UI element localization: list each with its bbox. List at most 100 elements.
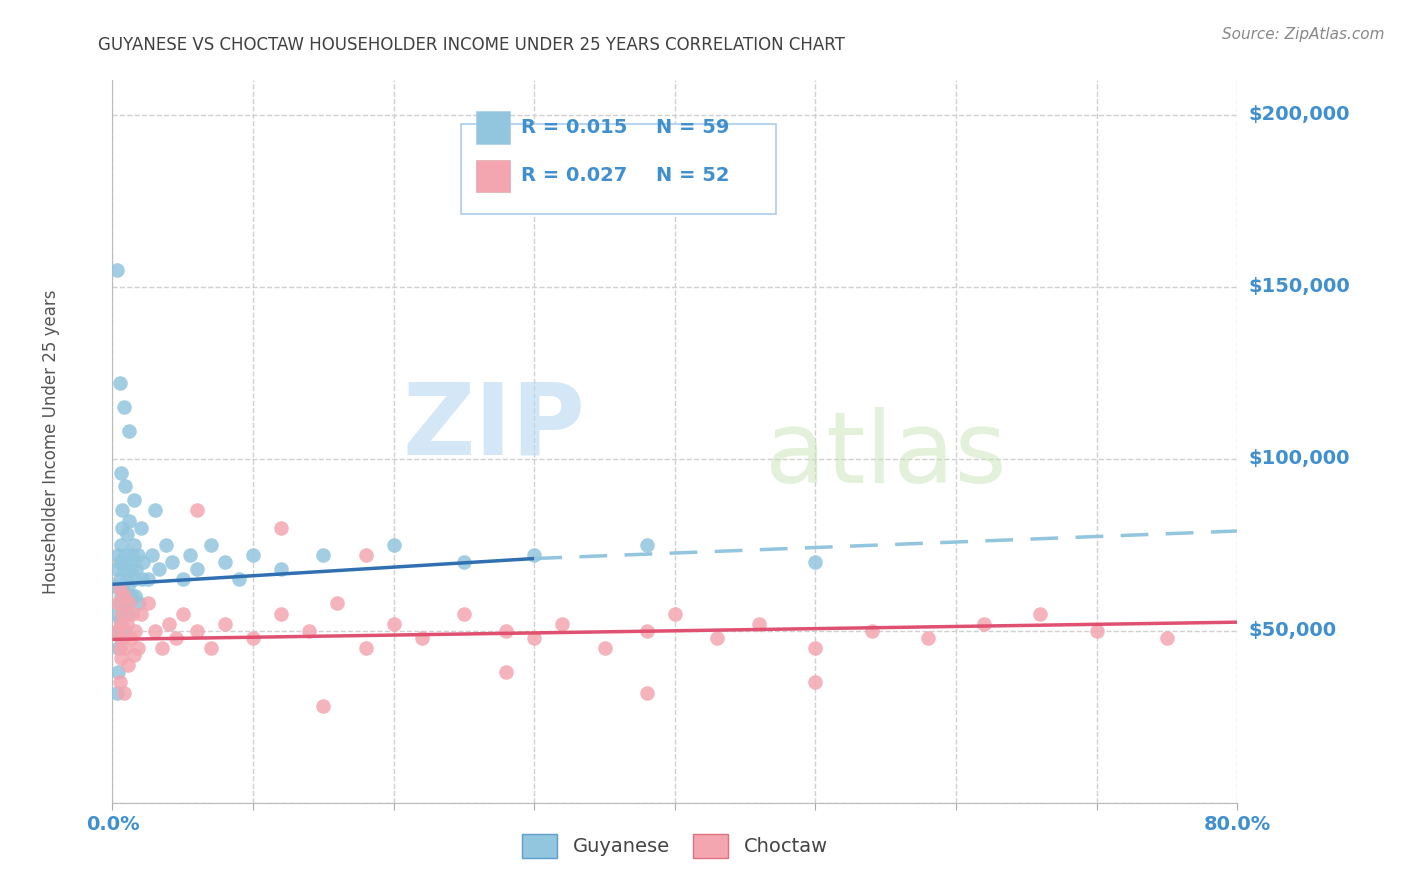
- Point: [411, 631, 433, 645]
- Point: [121, 548, 143, 562]
- Text: Householder Income Under 25 years: Householder Income Under 25 years: [42, 289, 59, 594]
- Point: [117, 658, 139, 673]
- Point: [132, 555, 155, 569]
- Point: [148, 562, 170, 576]
- Point: [917, 631, 939, 645]
- Point: [108, 640, 131, 655]
- Point: [172, 607, 194, 621]
- FancyBboxPatch shape: [475, 160, 509, 193]
- Point: [150, 640, 173, 655]
- Point: [115, 616, 138, 631]
- Point: [115, 596, 138, 610]
- Point: [128, 596, 150, 610]
- Point: [382, 538, 405, 552]
- Point: [124, 624, 146, 638]
- Point: [105, 686, 128, 700]
- Point: [523, 548, 546, 562]
- Point: [111, 607, 134, 621]
- Text: $100,000: $100,000: [1249, 450, 1350, 468]
- Point: [117, 579, 139, 593]
- Text: N = 59: N = 59: [655, 118, 730, 136]
- Point: [110, 590, 132, 604]
- Point: [108, 582, 131, 597]
- Point: [108, 572, 131, 586]
- Point: [125, 562, 148, 576]
- Point: [112, 562, 135, 576]
- Point: [636, 686, 658, 700]
- Point: [141, 548, 163, 562]
- Point: [270, 607, 292, 621]
- Point: [748, 616, 770, 631]
- Text: N = 52: N = 52: [655, 166, 730, 186]
- Point: [105, 607, 128, 621]
- Point: [111, 607, 134, 621]
- Point: [112, 400, 135, 414]
- Point: [129, 607, 152, 621]
- Point: [105, 624, 128, 638]
- Text: R = 0.027: R = 0.027: [520, 166, 627, 186]
- Point: [270, 562, 292, 576]
- Point: [495, 665, 517, 679]
- Legend: Guyanese, Choctaw: Guyanese, Choctaw: [515, 826, 835, 865]
- Point: [131, 572, 153, 586]
- Point: [636, 624, 658, 638]
- Point: [127, 640, 149, 655]
- Text: R = 0.015: R = 0.015: [520, 118, 627, 136]
- Point: [706, 631, 728, 645]
- Point: [107, 640, 129, 655]
- Point: [242, 548, 264, 562]
- Point: [105, 262, 128, 277]
- Text: $200,000: $200,000: [1249, 105, 1350, 124]
- Point: [107, 548, 129, 562]
- Point: [121, 607, 143, 621]
- Point: [118, 514, 141, 528]
- Point: [214, 616, 236, 631]
- Point: [129, 520, 152, 534]
- Point: [112, 590, 135, 604]
- Point: [551, 616, 574, 631]
- Point: [122, 648, 145, 662]
- Point: [298, 624, 321, 638]
- Point: [1085, 624, 1108, 638]
- Point: [1156, 631, 1178, 645]
- Point: [115, 527, 138, 541]
- Point: [593, 640, 616, 655]
- Point: [110, 466, 132, 480]
- Point: [112, 686, 135, 700]
- Point: [118, 555, 141, 569]
- Point: [172, 572, 194, 586]
- Point: [122, 493, 145, 508]
- Point: [270, 520, 292, 534]
- Point: [157, 616, 180, 631]
- Text: GUYANESE VS CHOCTAW HOUSEHOLDER INCOME UNDER 25 YEARS CORRELATION CHART: GUYANESE VS CHOCTAW HOUSEHOLDER INCOME U…: [98, 36, 845, 54]
- Point: [110, 631, 132, 645]
- Point: [122, 572, 145, 586]
- Point: [804, 640, 827, 655]
- Point: [120, 631, 142, 645]
- Point: [111, 520, 134, 534]
- Point: [107, 665, 129, 679]
- Point: [186, 562, 208, 576]
- Point: [108, 376, 131, 390]
- Point: [453, 555, 475, 569]
- Point: [117, 607, 139, 621]
- Point: [312, 699, 335, 714]
- Point: [115, 572, 138, 586]
- Point: [523, 631, 546, 645]
- Point: [136, 596, 159, 610]
- Point: [973, 616, 995, 631]
- Point: [114, 640, 136, 655]
- Text: Source: ZipAtlas.com: Source: ZipAtlas.com: [1222, 27, 1385, 42]
- FancyBboxPatch shape: [461, 124, 776, 214]
- Point: [186, 503, 208, 517]
- Point: [110, 651, 132, 665]
- Point: [114, 624, 136, 638]
- Point: [120, 590, 142, 604]
- Point: [118, 596, 141, 610]
- Point: [127, 548, 149, 562]
- Point: [1029, 607, 1052, 621]
- Point: [326, 596, 349, 610]
- Point: [453, 607, 475, 621]
- Point: [110, 616, 132, 631]
- Point: [111, 631, 134, 645]
